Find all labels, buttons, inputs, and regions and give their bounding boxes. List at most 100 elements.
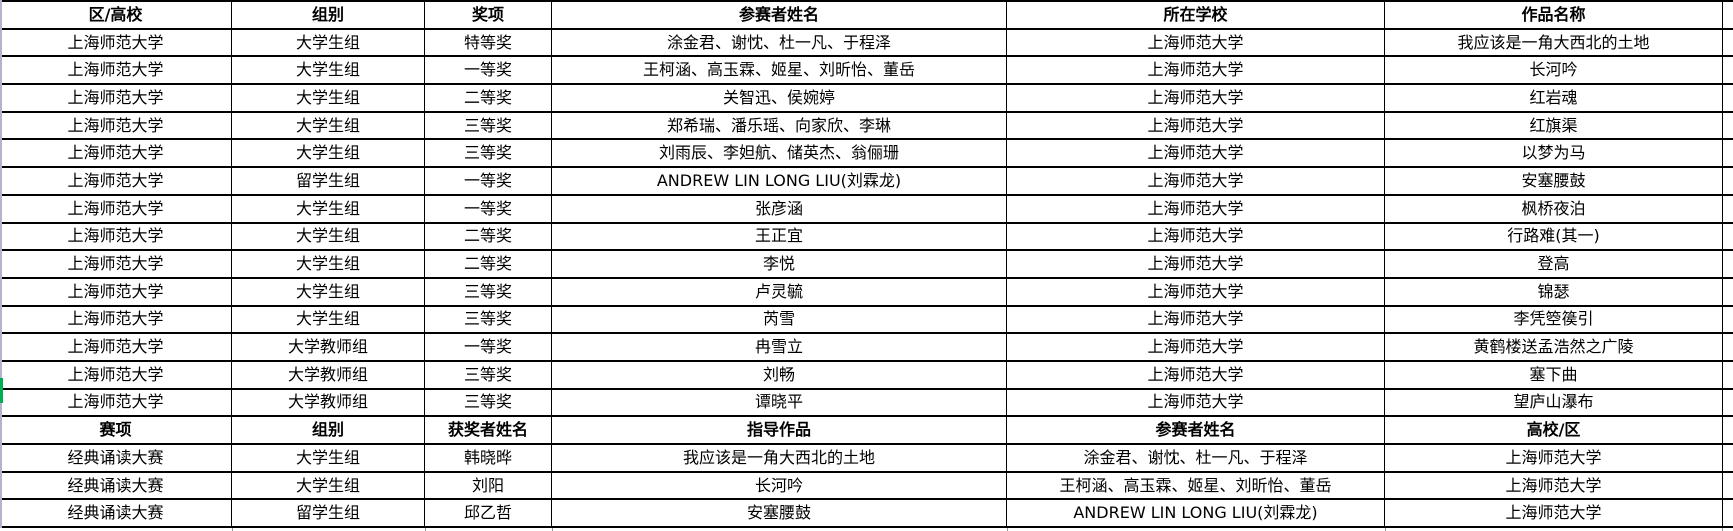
cell-work-title[interactable]: 黄鹤楼送孟浩然之广陵 [1385, 334, 1723, 360]
cell-school[interactable]: 上海师范大学 [1007, 361, 1385, 388]
cell-school[interactable]: 上海师范大学 [1007, 29, 1385, 56]
cell-district-university[interactable]: 上海师范大学 [0, 306, 232, 333]
cell-award[interactable]: 三等奖 [425, 278, 552, 305]
cell-district-university[interactable]: 上海师范大学 [0, 334, 232, 360]
cell-participants[interactable]: 芮雪 [552, 306, 1007, 333]
cell-school[interactable]: 王柯涵、高玉霖、姬星、刘昕怡、董岳 [1007, 472, 1385, 499]
cell-award[interactable]: 奖项 [425, 2, 552, 28]
cell-district-university[interactable]: 上海师范大学 [0, 29, 232, 56]
cell-participants[interactable]: 王柯涵、高玉霖、姬星、刘昕怡、董岳 [552, 57, 1007, 84]
cell-school[interactable]: 上海师范大学 [1007, 251, 1385, 277]
cell-group[interactable]: 大学生组 [232, 140, 425, 167]
cell-group[interactable]: 留学生组 [232, 500, 425, 527]
cell-work-title[interactable]: 上海师范大学 [1385, 472, 1723, 499]
cell-participants[interactable]: 李悦 [552, 251, 1007, 277]
cell-work-title[interactable]: 我应该是一角大西北的土地 [1385, 29, 1723, 56]
cell-school[interactable]: 上海师范大学 [1007, 112, 1385, 139]
cell-participants[interactable]: 刘畅 [552, 361, 1007, 388]
cell-district-university[interactable]: 经典诵读大赛 [0, 472, 232, 499]
cell-school[interactable]: 上海师范大学 [1007, 140, 1385, 167]
cell-group[interactable]: 大学生组 [232, 57, 425, 84]
cell-work-title[interactable]: 行路难(其一) [1385, 223, 1723, 250]
cell-award[interactable]: 三等奖 [425, 306, 552, 333]
cell-district-university[interactable]: 上海师范大学 [0, 57, 232, 84]
cell-award[interactable]: 一等奖 [425, 57, 552, 84]
cell-participants[interactable]: ANDREW LIN LONG LIU(刘霖龙) [552, 168, 1007, 194]
cell-participants[interactable]: 谭晓平 [552, 389, 1007, 416]
cell-work-title[interactable]: 塞下曲 [1385, 361, 1723, 388]
cell-award[interactable]: 一等奖 [425, 168, 552, 194]
cell-work-title[interactable]: 上海师范大学 [1385, 500, 1723, 527]
cell-award[interactable]: 韩晓晔 [425, 445, 552, 471]
cell-work-title[interactable]: 长河吟 [1385, 57, 1723, 84]
cell-district-university[interactable]: 上海师范大学 [0, 251, 232, 277]
cell-district-university[interactable]: 上海师范大学 [0, 140, 232, 167]
cell-work-title[interactable]: 安塞腰鼓 [1385, 168, 1723, 194]
cell-school[interactable]: ANDREW LIN LONG LIU(刘霖龙) [1007, 500, 1385, 527]
cell-award[interactable]: 刘阳 [425, 472, 552, 499]
cell-school[interactable]: 上海师范大学 [1007, 389, 1385, 416]
cell-group[interactable]: 大学教师组 [232, 361, 425, 388]
cell-group[interactable]: 大学生组 [232, 472, 425, 499]
cell-group[interactable]: 组别 [232, 2, 425, 28]
cell-award[interactable]: 获奖者姓名 [425, 417, 552, 443]
cell-participants[interactable]: 刘雨辰、李妲航、储英杰、翁俪珊 [552, 140, 1007, 167]
cell-work-title[interactable]: 以梦为马 [1385, 140, 1723, 167]
cell-participants[interactable]: 卢灵毓 [552, 278, 1007, 305]
cell-school[interactable]: 上海师范大学 [1007, 306, 1385, 333]
cell-work-title[interactable]: 锦瑟 [1385, 278, 1723, 305]
cell-school[interactable]: 上海师范大学 [1007, 168, 1385, 194]
cell-group[interactable]: 大学教师组 [232, 334, 425, 360]
cell-group[interactable]: 大学生组 [232, 112, 425, 139]
cell-district-university[interactable]: 上海师范大学 [0, 361, 232, 388]
cell-work-title[interactable]: 枫桥夜泊 [1385, 195, 1723, 222]
cell-award[interactable]: 二等奖 [425, 223, 552, 250]
cell-group[interactable]: 大学生组 [232, 85, 425, 111]
cell-school[interactable]: 涂金君、谢忱、杜一凡、于程泽 [1007, 445, 1385, 471]
cell-participants[interactable]: 冉雪立 [552, 334, 1007, 360]
cell-district-university[interactable]: 经典诵读大赛 [0, 445, 232, 471]
cell-work-title[interactable]: 登高 [1385, 251, 1723, 277]
cell-district-university[interactable]: 上海师范大学 [0, 389, 232, 416]
cell-school[interactable]: 上海师范大学 [1007, 85, 1385, 111]
cell-award[interactable]: 三等奖 [425, 389, 552, 416]
cell-school[interactable]: 上海师范大学 [1007, 334, 1385, 360]
cell-district-university[interactable]: 上海师范大学 [0, 223, 232, 250]
cell-group[interactable]: 大学生组 [232, 278, 425, 305]
cell-award[interactable]: 三等奖 [425, 140, 552, 167]
cell-participants[interactable]: 安塞腰鼓 [552, 500, 1007, 527]
cell-district-university[interactable]: 上海师范大学 [0, 278, 232, 305]
cell-school[interactable]: 所在学校 [1007, 2, 1385, 28]
cell-participants[interactable]: 参赛者姓名 [552, 2, 1007, 28]
cell-participants[interactable]: 郑希瑞、潘乐瑶、向家欣、李琳 [552, 112, 1007, 139]
cell-participants[interactable]: 长河吟 [552, 472, 1007, 499]
cell-participants[interactable]: 关智迅、侯婉婷 [552, 85, 1007, 111]
cell-work-title[interactable]: 高校/区 [1385, 417, 1723, 443]
cell-school[interactable]: 参赛者姓名 [1007, 417, 1385, 443]
cell-school[interactable]: 上海师范大学 [1007, 195, 1385, 222]
cell-district-university[interactable]: 赛项 [0, 417, 232, 443]
cell-work-title[interactable]: 李凭箜篌引 [1385, 306, 1723, 333]
cell-group[interactable]: 留学生组 [232, 168, 425, 194]
cell-district-university[interactable]: 上海师范大学 [0, 112, 232, 139]
cell-work-title[interactable]: 作品名称 [1385, 2, 1723, 28]
cell-district-university[interactable]: 上海师范大学 [0, 85, 232, 111]
cell-school[interactable]: 上海师范大学 [1007, 223, 1385, 250]
cell-participants[interactable]: 指导作品 [552, 417, 1007, 443]
cell-group[interactable]: 大学生组 [232, 223, 425, 250]
cell-award[interactable]: 邱乙哲 [425, 500, 552, 527]
cell-award[interactable]: 二等奖 [425, 85, 552, 111]
cell-group[interactable]: 大学生组 [232, 29, 425, 56]
cell-district-university[interactable]: 上海师范大学 [0, 168, 232, 194]
cell-district-university[interactable]: 上海师范大学 [0, 195, 232, 222]
cell-group[interactable]: 大学生组 [232, 306, 425, 333]
cell-school[interactable]: 上海师范大学 [1007, 57, 1385, 84]
cell-group[interactable]: 大学生组 [232, 445, 425, 471]
cell-work-title[interactable]: 望庐山瀑布 [1385, 389, 1723, 416]
cell-group[interactable]: 大学教师组 [232, 389, 425, 416]
cell-district-university[interactable]: 经典诵读大赛 [0, 500, 232, 527]
cell-participants[interactable]: 王正宜 [552, 223, 1007, 250]
cell-award[interactable]: 二等奖 [425, 251, 552, 277]
cell-work-title[interactable]: 红旗渠 [1385, 112, 1723, 139]
cell-participants[interactable]: 张彦涵 [552, 195, 1007, 222]
